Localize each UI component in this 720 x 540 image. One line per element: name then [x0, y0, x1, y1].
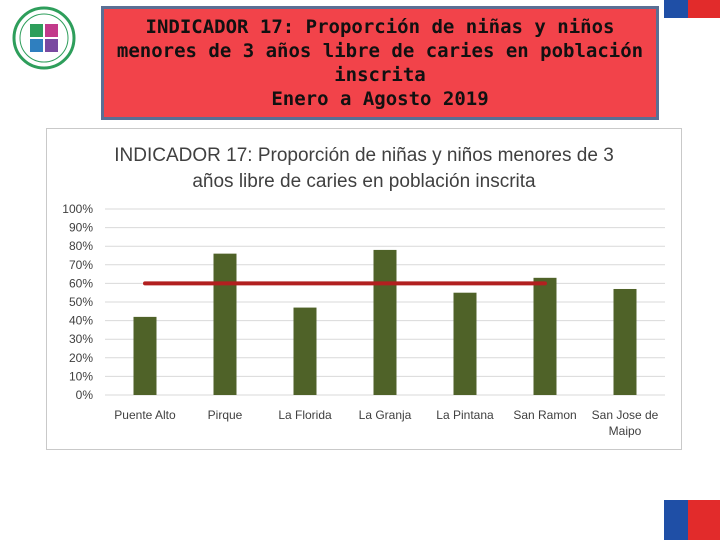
bar-la-florida: [293, 307, 317, 395]
x-tick-label: Maipo: [609, 424, 642, 438]
slide-title-line-4: Enero a Agosto 2019: [271, 88, 489, 110]
health-service-logo: [12, 6, 76, 70]
y-tick-label: 80%: [69, 239, 93, 253]
bar-san-ramon: [533, 277, 557, 395]
x-tick-label: La Florida: [278, 408, 332, 422]
y-tick-label: 90%: [69, 221, 93, 235]
bar-san-jose-de-maipo: [613, 288, 637, 395]
flag-red-block: [688, 500, 720, 540]
x-tick-label: La Pintana: [436, 408, 494, 422]
slide-title-line-3: inscrita: [334, 64, 426, 86]
x-tick-label: La Granja: [359, 408, 412, 422]
flag-stripe-bottom: [664, 500, 720, 540]
bar-chart: INDICADOR 17: Proporción de niñas y niño…: [62, 145, 665, 438]
chart-title-line-2: años libre de caries en población inscri…: [192, 171, 536, 192]
flag-blue-block: [664, 0, 688, 18]
chart-title-line-1: INDICADOR 17: Proporción de niñas y niño…: [114, 145, 614, 166]
bar-pirque: [213, 253, 237, 395]
y-tick-label: 40%: [69, 314, 93, 328]
slide-title-box: INDICADOR 17: Proporción de niñas y niño…: [101, 6, 659, 120]
slide-title-line-1: INDICADOR 17: Proporción de niñas y niño…: [145, 16, 615, 38]
bar-puente-alto: [133, 316, 157, 395]
flag-red-block: [688, 0, 720, 18]
y-tick-label: 20%: [69, 351, 93, 365]
y-tick-label: 10%: [69, 369, 93, 383]
y-tick-label: 30%: [69, 332, 93, 346]
y-tick-label: 100%: [62, 202, 93, 216]
y-tick-label: 50%: [69, 295, 93, 309]
bar-la-pintana: [453, 292, 477, 395]
flag-stripe-top: [664, 0, 720, 18]
flag-blue-block: [664, 500, 688, 540]
x-tick-label: San Jose de: [592, 408, 659, 422]
y-tick-label: 0%: [76, 388, 94, 402]
y-tick-label: 60%: [69, 276, 93, 290]
y-tick-label: 70%: [69, 258, 93, 272]
slide-title-line-2: menores de 3 años libre de caries en pob…: [116, 40, 644, 62]
x-tick-label: San Ramon: [513, 408, 576, 422]
x-tick-label: Puente Alto: [114, 408, 176, 422]
x-tick-label: Pirque: [208, 408, 243, 422]
bar-la-granja: [373, 249, 397, 395]
chart-frame: INDICADOR 17: Proporción de niñas y niño…: [46, 128, 682, 450]
